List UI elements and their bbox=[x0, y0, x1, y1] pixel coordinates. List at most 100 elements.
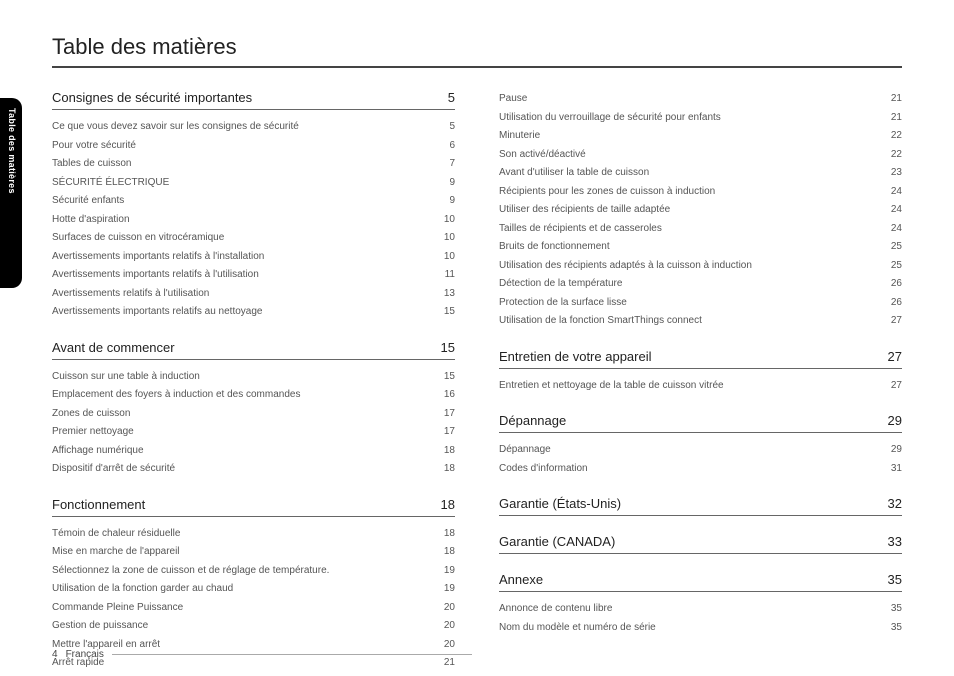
toc-entry-label: Annonce de contenu libre bbox=[499, 602, 891, 617]
toc-section-title: Avant de commencer bbox=[52, 340, 175, 355]
toc-entry-label: Emplacement des foyers à induction et de… bbox=[52, 388, 444, 403]
toc-entry-label: Nom du modèle et numéro de série bbox=[499, 621, 891, 636]
toc-entry-page: 23 bbox=[891, 166, 902, 181]
toc-entry[interactable]: Avertissements importants relatifs à l'u… bbox=[52, 266, 455, 285]
toc-entry-page: 18 bbox=[444, 527, 455, 542]
toc-section-page: 15 bbox=[441, 340, 455, 355]
toc-entry-label: Codes d'information bbox=[499, 462, 891, 477]
toc-section-title: Consignes de sécurité importantes bbox=[52, 90, 252, 105]
toc-column-right: Pause21 Utilisation du verrouillage de sé… bbox=[499, 90, 902, 673]
page-footer: 4 Français bbox=[52, 649, 472, 660]
toc-entry[interactable]: Détection de la température26 bbox=[499, 275, 902, 294]
toc-entry[interactable]: Commande Pleine Puissance20 bbox=[52, 599, 455, 618]
toc-entry-page: 20 bbox=[444, 601, 455, 616]
toc-entry-label: Commande Pleine Puissance bbox=[52, 601, 444, 616]
toc-entry-label: Témoin de chaleur résiduelle bbox=[52, 527, 444, 542]
toc-entry-page: 31 bbox=[891, 462, 902, 477]
toc-entry-page: 17 bbox=[444, 407, 455, 422]
toc-entry[interactable]: Tables de cuisson7 bbox=[52, 155, 455, 174]
toc-entry[interactable]: Mise en marche de l'appareil18 bbox=[52, 543, 455, 562]
toc-entry[interactable]: Affichage numérique18 bbox=[52, 442, 455, 461]
toc-entry[interactable]: Minuterie22 bbox=[499, 127, 902, 146]
toc-entry[interactable]: Avertissements importants relatifs à l'i… bbox=[52, 248, 455, 267]
toc-entry-label: Utilisation de la fonction garder au cha… bbox=[52, 582, 444, 597]
toc-section-head[interactable]: Avant de commencer 15 bbox=[52, 340, 455, 360]
toc-entry-label: Utilisation de la fonction SmartThings c… bbox=[499, 314, 891, 329]
toc-entry-label: Bruits de fonctionnement bbox=[499, 240, 891, 255]
toc-entry[interactable]: Premier nettoyage17 bbox=[52, 423, 455, 442]
toc-entry-label: Sécurité enfants bbox=[52, 194, 449, 209]
side-tab-label: Table des matières bbox=[7, 108, 17, 278]
toc-entry-page: 18 bbox=[444, 444, 455, 459]
toc-entry[interactable]: Utilisation de la fonction garder au cha… bbox=[52, 580, 455, 599]
footer-language: Français bbox=[66, 649, 104, 660]
toc-entry[interactable]: Dispositif d'arrêt de sécurité18 bbox=[52, 460, 455, 479]
toc-entry[interactable]: Annonce de contenu libre35 bbox=[499, 600, 902, 619]
toc-entry-page: 19 bbox=[444, 564, 455, 579]
toc-entry[interactable]: Entretien et nettoyage de la table de cu… bbox=[499, 377, 902, 396]
toc-entry-page: 21 bbox=[891, 92, 902, 107]
toc-entry-page: 9 bbox=[449, 194, 455, 209]
toc-entry[interactable]: Témoin de chaleur résiduelle18 bbox=[52, 525, 455, 544]
toc-entry[interactable]: SÉCURITÉ ÉLECTRIQUE9 bbox=[52, 174, 455, 193]
toc-section-head[interactable]: Consignes de sécurité importantes5 bbox=[52, 90, 455, 110]
toc-entry-label: Zones de cuisson bbox=[52, 407, 444, 422]
toc-entry[interactable]: Codes d'information31 bbox=[499, 460, 902, 479]
toc-entry[interactable]: Nom du modèle et numéro de série35 bbox=[499, 619, 902, 638]
toc-entry[interactable]: Pour votre sécurité6 bbox=[52, 137, 455, 156]
toc-entry[interactable]: Utiliser des récipients de taille adapté… bbox=[499, 201, 902, 220]
toc-section-head[interactable]: Fonctionnement18 bbox=[52, 497, 455, 517]
toc-entry[interactable]: Ce que vous devez savoir sur les consign… bbox=[52, 118, 455, 137]
toc-entry-label: Entretien et nettoyage de la table de cu… bbox=[499, 379, 891, 394]
toc-entry-page: 21 bbox=[891, 111, 902, 126]
toc-entry-page: 24 bbox=[891, 185, 902, 200]
toc-section-head[interactable]: Annexe35 bbox=[499, 572, 902, 592]
toc-entry[interactable]: Avant d'utiliser la table de cuisson23 bbox=[499, 164, 902, 183]
toc-entry[interactable]: Utilisation du verrouillage de sécurité … bbox=[499, 109, 902, 128]
toc-entry[interactable]: Sélectionnez la zone de cuisson et de ré… bbox=[52, 562, 455, 581]
toc-entry-label: Sélectionnez la zone de cuisson et de ré… bbox=[52, 564, 444, 579]
toc-entry-page: 17 bbox=[444, 425, 455, 440]
toc-entry[interactable]: Zones de cuisson17 bbox=[52, 405, 455, 424]
toc-entry[interactable]: Utilisation de la fonction SmartThings c… bbox=[499, 312, 902, 331]
toc-section-head[interactable]: Garantie (CANADA)33 bbox=[499, 534, 902, 554]
toc-entry-label: Dépannage bbox=[499, 443, 891, 458]
toc-section-head[interactable]: Dépannage29 bbox=[499, 413, 902, 433]
toc-entry[interactable]: Sécurité enfants9 bbox=[52, 192, 455, 211]
toc-entry-label: Surfaces de cuisson en vitrocéramique bbox=[52, 231, 444, 246]
toc-entry[interactable]: Gestion de puissance20 bbox=[52, 617, 455, 636]
toc-entry[interactable]: Cuisson sur une table à induction15 bbox=[52, 368, 455, 387]
toc-column-left: Consignes de sécurité importantes5 Ce que… bbox=[52, 90, 455, 673]
toc-entry-label: Pour votre sécurité bbox=[52, 139, 449, 154]
toc-section-head[interactable]: Garantie (États-Unis)32 bbox=[499, 496, 902, 516]
toc-entry-label: Récipients pour les zones de cuisson à i… bbox=[499, 185, 891, 200]
toc-entry-page: 25 bbox=[891, 259, 902, 274]
toc-entry[interactable]: Hotte d'aspiration10 bbox=[52, 211, 455, 230]
toc-entry[interactable]: Dépannage29 bbox=[499, 441, 902, 460]
toc-entry[interactable]: Pause21 bbox=[499, 90, 902, 109]
toc-section-title: Garantie (CANADA) bbox=[499, 534, 615, 549]
toc-entry-label: Utiliser des récipients de taille adapté… bbox=[499, 203, 891, 218]
toc-entry[interactable]: Protection de la surface lisse26 bbox=[499, 294, 902, 313]
toc-entry-page: 35 bbox=[891, 602, 902, 617]
toc-entry[interactable]: Son activé/déactivé22 bbox=[499, 146, 902, 165]
toc-entry[interactable]: Emplacement des foyers à induction et de… bbox=[52, 386, 455, 405]
toc-entry-page: 10 bbox=[444, 213, 455, 228]
footer-page-number: 4 bbox=[52, 649, 58, 660]
toc-entry[interactable]: Utilisation des récipients adaptés à la … bbox=[499, 257, 902, 276]
toc-entry-label: Utilisation du verrouillage de sécurité … bbox=[499, 111, 891, 126]
toc-entry-page: 22 bbox=[891, 148, 902, 163]
toc-entry[interactable]: Bruits de fonctionnement25 bbox=[499, 238, 902, 257]
toc-entry-page: 35 bbox=[891, 621, 902, 636]
toc-entry-label: Son activé/déactivé bbox=[499, 148, 891, 163]
toc-entry-page: 27 bbox=[891, 314, 902, 329]
toc-entry[interactable]: Surfaces de cuisson en vitrocéramique10 bbox=[52, 229, 455, 248]
toc-section-head[interactable]: Entretien de votre appareil27 bbox=[499, 349, 902, 369]
toc-entry-label: Mise en marche de l'appareil bbox=[52, 545, 444, 560]
page-title: Table des matières bbox=[52, 34, 902, 60]
toc-entry[interactable]: Tailles de récipients et de casseroles24 bbox=[499, 220, 902, 239]
toc-entry-page: 7 bbox=[449, 157, 455, 172]
toc-entry[interactable]: Récipients pour les zones de cuisson à i… bbox=[499, 183, 902, 202]
toc-entry[interactable]: Avertissements importants relatifs au ne… bbox=[52, 303, 455, 322]
toc-entry[interactable]: Avertissements relatifs à l'utilisation1… bbox=[52, 285, 455, 304]
